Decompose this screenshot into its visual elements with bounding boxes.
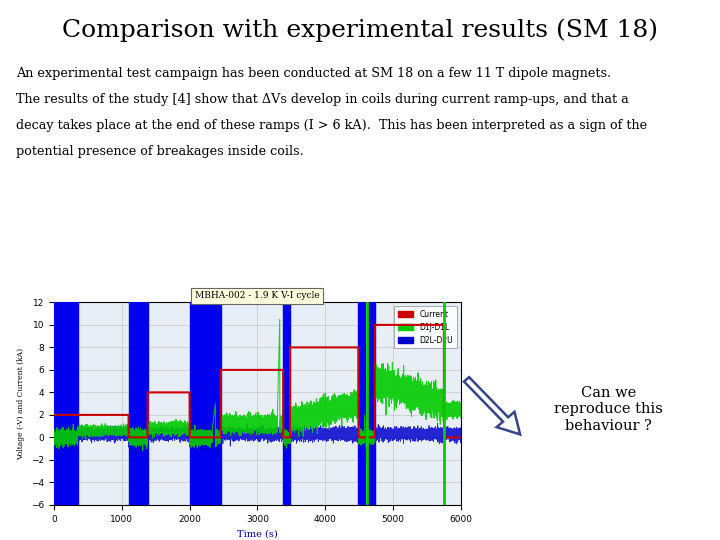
Bar bbox=[129, 302, 148, 505]
Text: An experimental test campaign has been conducted at SM 18 on a few 11 T dipole m: An experimental test campaign has been c… bbox=[16, 68, 611, 80]
Text: Can we
reproduce this
behaviour ?: Can we reproduce this behaviour ? bbox=[554, 386, 663, 433]
Y-axis label: Voltage (-V) and Current (kA): Voltage (-V) and Current (kA) bbox=[17, 348, 25, 460]
Text: decay takes place at the end of these ramps (I > 6 kA).  This has been interpret: decay takes place at the end of these ra… bbox=[16, 119, 647, 132]
Bar bbox=[189, 302, 221, 505]
Title: MBHA-002 - 1.9 K V-I cycle: MBHA-002 - 1.9 K V-I cycle bbox=[195, 291, 320, 300]
Text: Comparison with experimental results (SM 18): Comparison with experimental results (SM… bbox=[62, 19, 658, 43]
Bar bbox=[54, 302, 78, 505]
Text: potential presence of breakages inside coils.: potential presence of breakages inside c… bbox=[16, 145, 304, 158]
X-axis label: Time (s): Time (s) bbox=[237, 529, 278, 538]
FancyArrow shape bbox=[464, 377, 520, 434]
Text: The results of the study [4] show that ΔVs develop in coils during current ramp-: The results of the study [4] show that Δ… bbox=[16, 93, 629, 106]
Legend: Current, D1J-D1L, D2L-D2U: Current, D1J-D1L, D2L-D2U bbox=[395, 306, 457, 348]
Bar bbox=[368, 302, 374, 505]
Bar bbox=[283, 302, 290, 505]
Bar bbox=[359, 302, 364, 505]
